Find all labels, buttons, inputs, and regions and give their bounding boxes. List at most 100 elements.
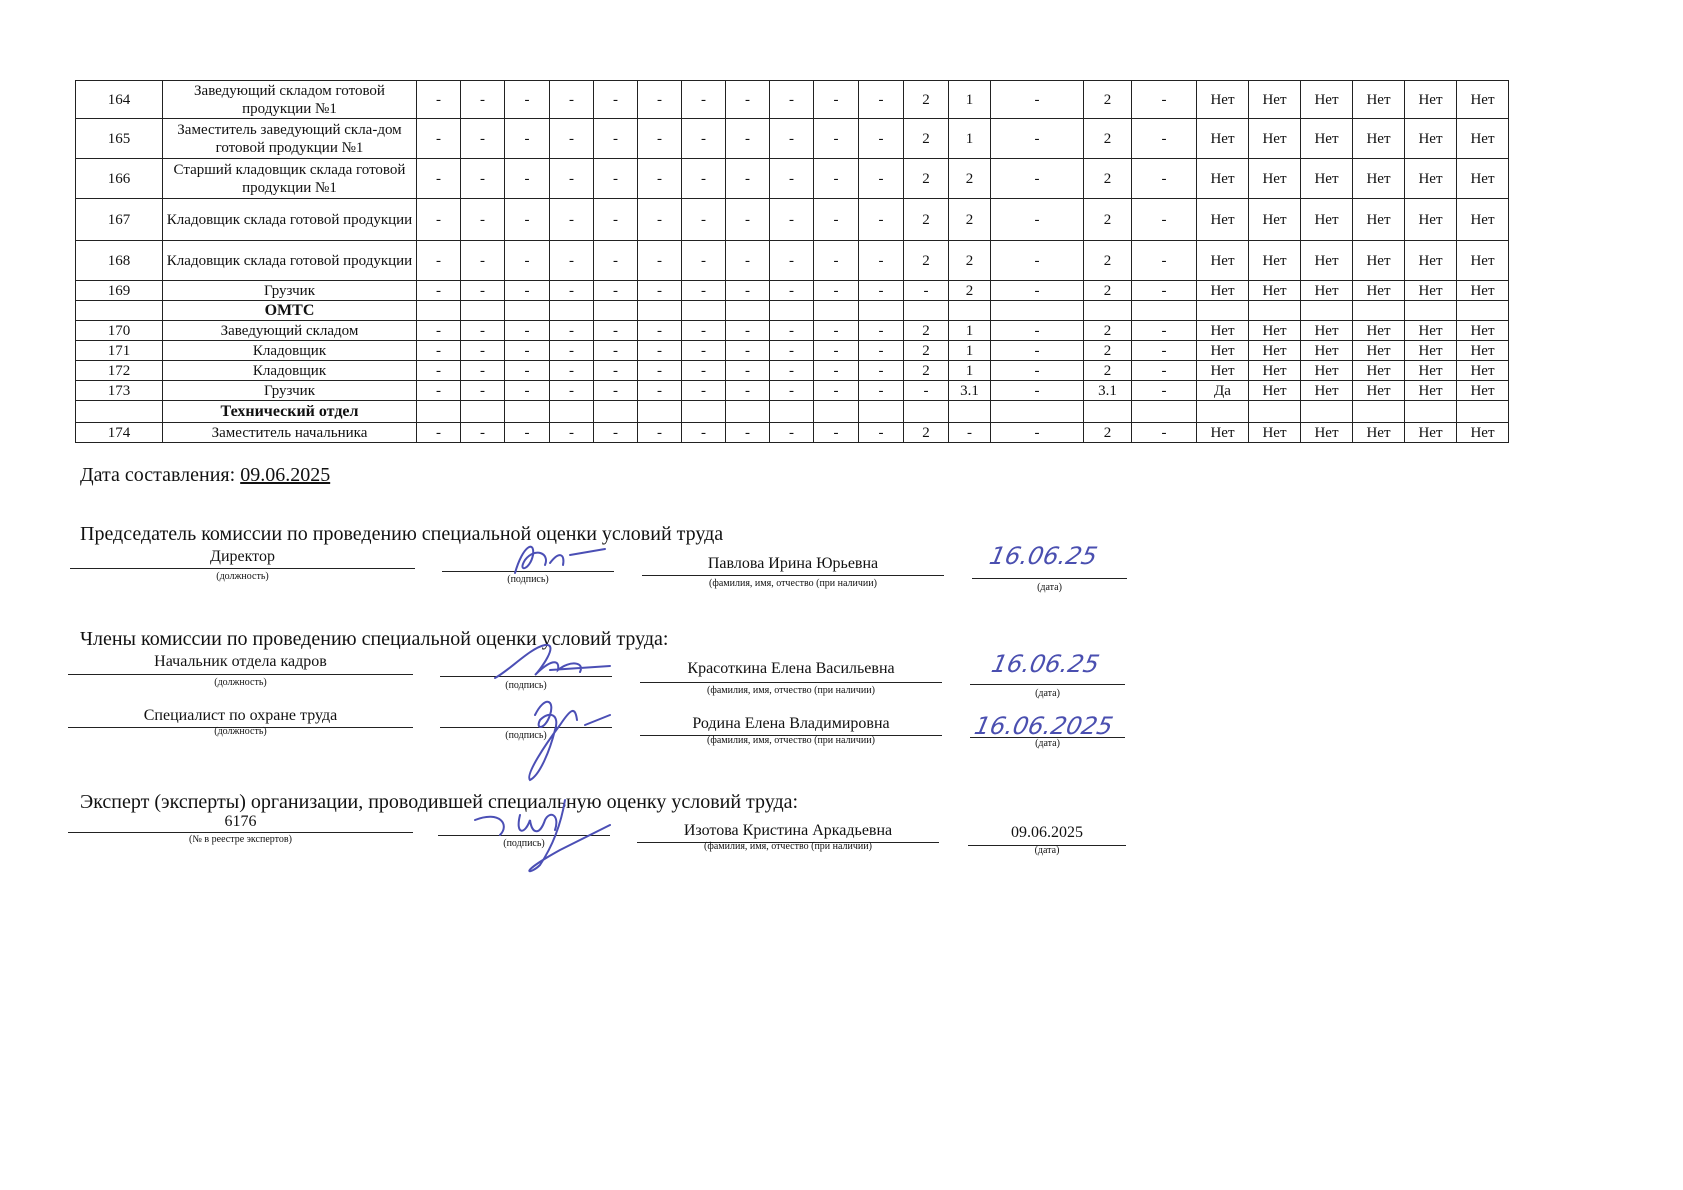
table-cell: 2 xyxy=(903,422,949,443)
table-cell: Нет xyxy=(1196,340,1249,361)
row-number: 169 xyxy=(75,280,163,301)
table-cell: Нет xyxy=(1456,118,1509,159)
table-cell xyxy=(990,400,1084,423)
table-cell: - xyxy=(416,198,461,241)
table-row: 168 Кладовщик склада готовой продукции - - -… xyxy=(75,240,1509,281)
table-cell: 2 xyxy=(1083,422,1132,443)
table-cell xyxy=(813,300,859,321)
table-cell: - xyxy=(813,240,859,281)
table-cell: - xyxy=(637,118,682,159)
table-cell: Нет xyxy=(1248,80,1301,119)
table-cell: - xyxy=(549,198,594,241)
table-cell: 2 xyxy=(903,240,949,281)
table-cell: - xyxy=(725,360,770,381)
member-name: Красоткина Елена Васильевна xyxy=(687,660,895,677)
table-cell xyxy=(1404,400,1457,423)
table-cell: 2 xyxy=(1083,320,1132,341)
row-number xyxy=(75,300,163,321)
table-cell: - xyxy=(813,118,859,159)
table-cell xyxy=(1248,300,1301,321)
section-title: ОМТС xyxy=(162,300,417,321)
table-cell: - xyxy=(460,198,505,241)
table-cell: - xyxy=(504,280,550,301)
table-cell: Нет xyxy=(1404,158,1457,199)
table-cell: Нет xyxy=(1352,198,1405,241)
caption-position: (должность) xyxy=(214,726,267,737)
table-cell: 1 xyxy=(948,80,991,119)
table-cell: - xyxy=(504,198,550,241)
table-cell: - xyxy=(460,280,505,301)
table-cell: Нет xyxy=(1456,280,1509,301)
table-cell: 2 xyxy=(1083,80,1132,119)
table-cell: - xyxy=(681,198,726,241)
job-title: Заместитель начальника xyxy=(162,422,417,443)
table-cell: - xyxy=(460,118,505,159)
table-cell: Нет xyxy=(1248,360,1301,381)
table-cell: Нет xyxy=(1300,80,1353,119)
table-cell: - xyxy=(990,240,1084,281)
table-cell: Нет xyxy=(1248,320,1301,341)
table-cell xyxy=(858,400,904,423)
expert-registry-number: 6176 xyxy=(224,813,257,830)
table-cell: Нет xyxy=(1248,340,1301,361)
table-cell: - xyxy=(990,280,1084,301)
table-cell: - xyxy=(549,360,594,381)
job-title: Старший кладовщик склада готовой продукц… xyxy=(162,158,417,199)
table-cell: Нет xyxy=(1352,280,1405,301)
row-number: 167 xyxy=(75,198,163,241)
row-number: 166 xyxy=(75,158,163,199)
table-cell: 2 xyxy=(1083,360,1132,381)
table-cell xyxy=(504,300,550,321)
table-cell: Нет xyxy=(1456,380,1509,401)
caption-date: (дата) xyxy=(1034,845,1060,856)
table-cell: - xyxy=(593,340,638,361)
table-cell: - xyxy=(593,158,638,199)
table-cell: - xyxy=(1131,118,1197,159)
table-cell: Нет xyxy=(1352,158,1405,199)
table-cell: - xyxy=(769,240,814,281)
table-cell xyxy=(549,400,594,423)
table-cell: Нет xyxy=(1248,280,1301,301)
table-cell: - xyxy=(990,158,1084,199)
table-cell: - xyxy=(504,158,550,199)
table-cell: - xyxy=(769,340,814,361)
table-cell: - xyxy=(416,380,461,401)
table-cell: - xyxy=(549,320,594,341)
table-cell: - xyxy=(858,198,904,241)
table-cell: - xyxy=(504,80,550,119)
table-cell: - xyxy=(725,320,770,341)
table-cell: - xyxy=(416,360,461,381)
member-signature xyxy=(528,700,611,782)
caption-date: (дата) xyxy=(1037,582,1062,593)
job-title: Заведующий складом xyxy=(162,320,417,341)
table-cell: - xyxy=(416,158,461,199)
table-cell: - xyxy=(725,118,770,159)
caption-fio: (фамилия, имя, отчество (при наличии) xyxy=(707,685,875,696)
table-cell: Нет xyxy=(1404,380,1457,401)
table-cell: - xyxy=(858,422,904,443)
caption-position: (должность) xyxy=(216,571,269,582)
table-cell: - xyxy=(948,422,991,443)
table-cell: Нет xyxy=(1456,422,1509,443)
table-cell: - xyxy=(813,80,859,119)
table-cell: - xyxy=(813,360,859,381)
table-cell: Нет xyxy=(1456,240,1509,281)
table-cell: - xyxy=(769,158,814,199)
table-cell: 2 xyxy=(1083,198,1132,241)
table-cell: - xyxy=(681,158,726,199)
date-value: 09.06.2025 xyxy=(240,464,331,486)
table-cell: - xyxy=(637,280,682,301)
table-cell xyxy=(1352,400,1405,423)
table-cell: - xyxy=(681,80,726,119)
row-number xyxy=(75,400,163,423)
table-cell: - xyxy=(1131,340,1197,361)
table-cell: - xyxy=(460,422,505,443)
table-cell: - xyxy=(637,360,682,381)
table-row: 166 Старший кладовщик склада готовой прод… xyxy=(75,158,1509,199)
table-cell: Нет xyxy=(1404,320,1457,341)
table-cell xyxy=(681,300,726,321)
table-cell: - xyxy=(637,198,682,241)
table-cell: - xyxy=(549,158,594,199)
chairman-name: Павлова Ирина Юрьевна xyxy=(707,555,879,572)
table-cell: 2 xyxy=(948,158,991,199)
